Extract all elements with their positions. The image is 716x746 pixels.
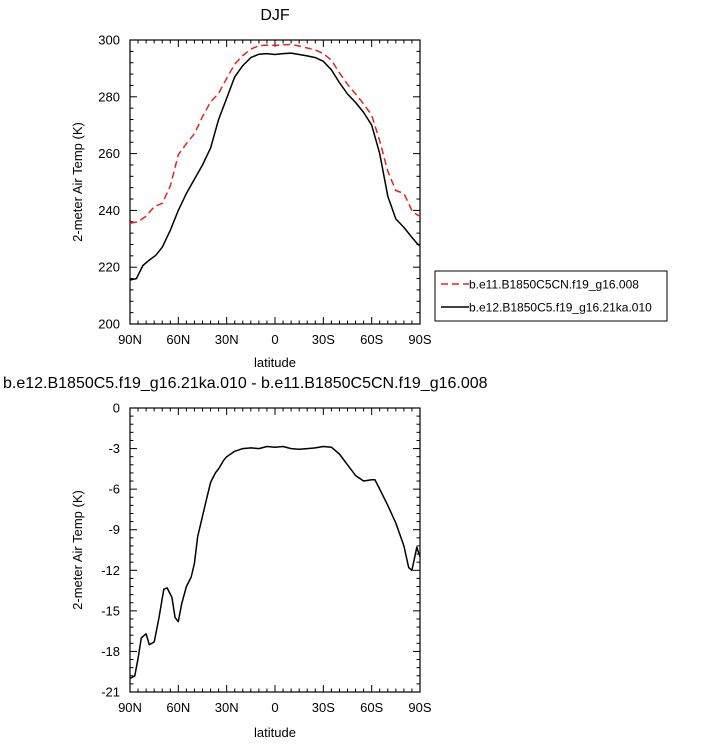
legend-entry: b.e11.B1850C5CN.f19_g16.008 (469, 278, 639, 292)
y-tick-label: -21 (101, 685, 120, 700)
x-tick-label: 90N (118, 700, 142, 715)
y-tick-label: 240 (98, 203, 120, 218)
x-tick-label: 90N (118, 332, 142, 347)
x-tick-label: 90S (408, 332, 431, 347)
legend-box (434, 270, 668, 322)
y-tick-label: -12 (101, 563, 120, 578)
y-tick-label: -15 (101, 603, 120, 618)
x-tick-label: 60N (166, 700, 190, 715)
x-tick-label: 60S (360, 332, 383, 347)
x-tick-label: 0 (271, 332, 278, 347)
series-line-1 (129, 52, 421, 281)
y-axis-label: 2-meter Air Temp (K) (70, 122, 85, 242)
x-tick-label: 60N (166, 332, 190, 347)
y-tick-label: 300 (98, 33, 120, 48)
x-tick-label: 30N (215, 332, 239, 347)
x-tick-label: 60S (360, 700, 383, 715)
x-tick-label: 0 (271, 700, 278, 715)
y-tick-label: 220 (98, 260, 120, 275)
y-tick-label: 260 (98, 146, 120, 161)
y-tick-label: -3 (108, 441, 120, 456)
x-tick-label: 30S (312, 700, 335, 715)
y-tick-label: -9 (108, 522, 120, 537)
y-tick-label: -6 (108, 482, 120, 497)
x-tick-label: 30S (312, 332, 335, 347)
series-line-0 (129, 43, 421, 224)
y-tick-label: 0 (113, 401, 120, 416)
y-tick-label: 280 (98, 89, 120, 104)
x-tick-label: 30N (215, 700, 239, 715)
y-tick-label: -18 (101, 644, 120, 659)
y-axis-label: 2-meter Air Temp (K) (70, 490, 85, 610)
plot-frame (129, 407, 421, 693)
y-tick-label: 200 (98, 317, 120, 332)
x-axis-label: latitude (254, 355, 296, 370)
chart-title: DJF (260, 7, 290, 24)
chart-title: b.e12.B1850C5.f19_g16.21ka.010 - b.e11.B… (3, 375, 488, 392)
legend-entry: b.e12.B1850C5.f19_g16.21ka.010 (469, 301, 652, 315)
x-tick-label: 90S (408, 700, 431, 715)
x-axis-label: latitude (254, 725, 296, 740)
series-line-0 (129, 445, 421, 680)
plot-frame (129, 39, 421, 325)
chart-bottom-difference: b.e12.B1850C5.f19_g16.21ka.010 - b.e11.B… (3, 375, 488, 740)
chart-top-djf: DJF 90N 60N 30N 0 30S 60S 90S 200 220 240 260 280 300… (70, 7, 668, 370)
